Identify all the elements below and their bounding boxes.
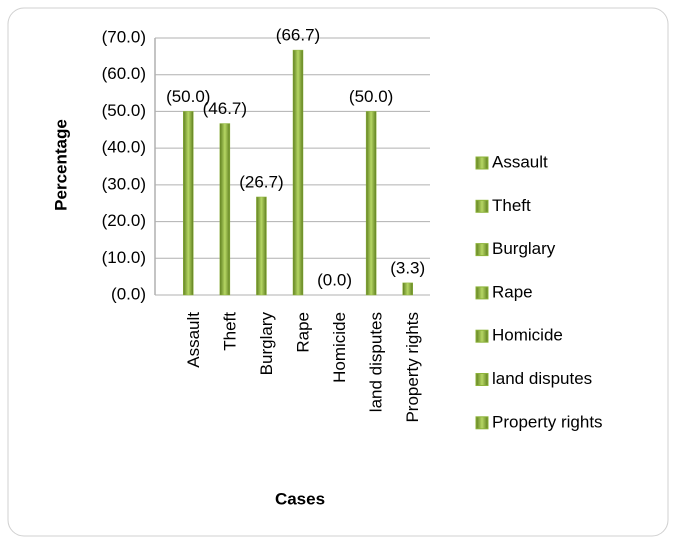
legend-label: Homicide <box>492 326 563 345</box>
bar <box>256 196 267 296</box>
bar <box>402 282 413 296</box>
data-label: (50.0) <box>166 87 210 106</box>
x-tick-label: Homicide <box>330 312 349 383</box>
legend-label: Assault <box>492 152 548 171</box>
y-tick-label: (20.0) <box>102 211 146 230</box>
legend-swatch <box>475 199 489 213</box>
data-label: (46.7) <box>203 99 247 118</box>
x-tick-label: Rape <box>293 312 312 353</box>
legend-label: land disputes <box>492 369 592 388</box>
legend-label: Burglary <box>492 239 556 258</box>
data-label: (66.7) <box>276 26 320 45</box>
legend-swatch <box>475 243 489 257</box>
legend-label: Property rights <box>492 412 603 431</box>
x-tick-label: land disputes <box>367 312 386 412</box>
y-tick-label: (70.0) <box>102 27 146 46</box>
y-tick-label: (40.0) <box>102 138 146 157</box>
bar <box>183 111 194 296</box>
bar <box>292 49 304 296</box>
legend-swatch <box>475 329 489 343</box>
legend-label: Theft <box>492 196 531 215</box>
y-tick-label: (60.0) <box>102 64 146 83</box>
y-tick-label: (50.0) <box>102 101 146 120</box>
y-tick-label: (30.0) <box>102 174 146 193</box>
bar <box>219 123 231 296</box>
x-tick-label: Theft <box>220 312 239 351</box>
legend-label: Rape <box>492 282 533 301</box>
y-axis-title: Percentage <box>51 119 70 211</box>
data-label: (26.7) <box>239 172 283 191</box>
legend-swatch <box>475 373 489 386</box>
x-tick-label: Property rights <box>403 312 422 423</box>
data-label: (0.0) <box>317 270 352 289</box>
bar <box>365 111 377 296</box>
x-tick-label: Burglary <box>257 312 276 376</box>
data-label: (3.3) <box>390 258 425 277</box>
y-tick-label: (0.0) <box>111 284 146 303</box>
chart-frame <box>7 7 669 537</box>
data-label: (50.0) <box>349 87 393 106</box>
legend-swatch <box>475 156 489 170</box>
y-tick-label: (10.0) <box>102 248 146 267</box>
legend-swatch <box>475 416 489 430</box>
x-tick-label: Assault <box>184 312 203 368</box>
legend-swatch <box>475 286 489 300</box>
x-axis-title: Cases <box>275 489 325 508</box>
